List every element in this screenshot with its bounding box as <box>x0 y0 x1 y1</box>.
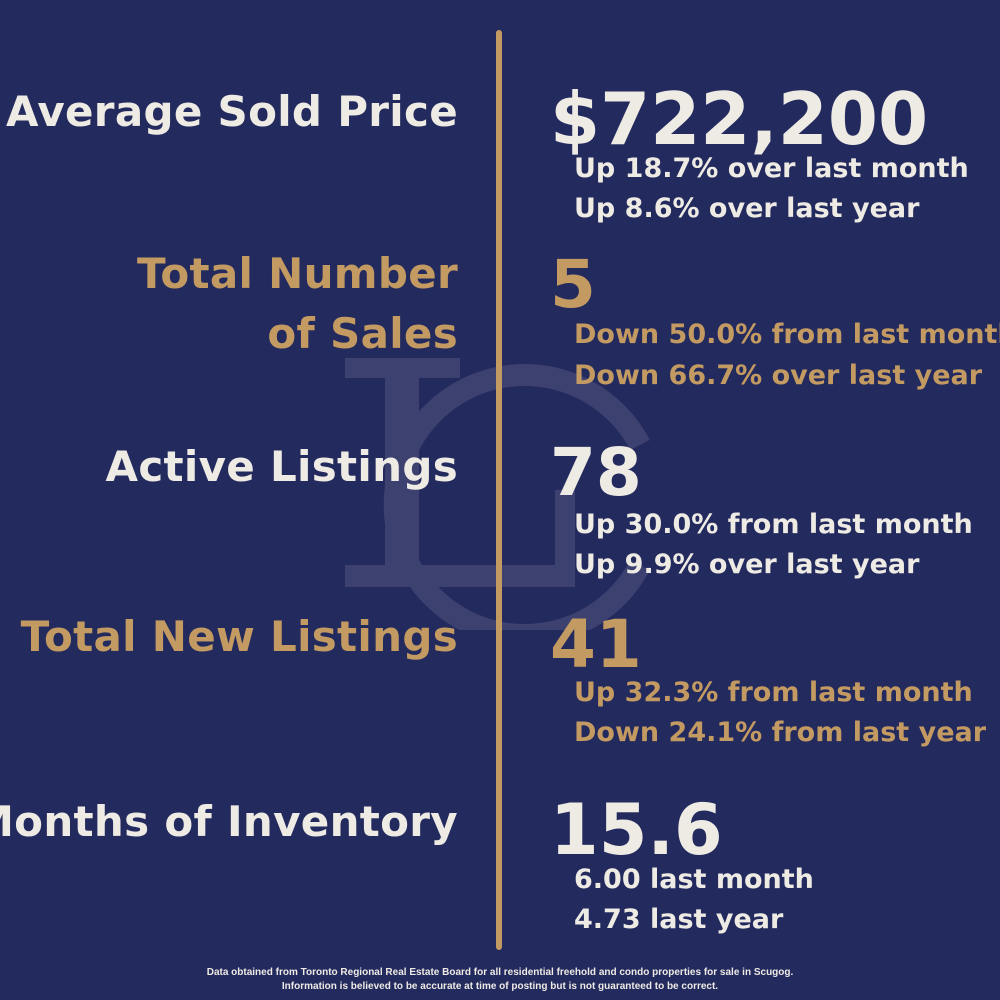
active-listings-label: Active Listings <box>105 442 458 491</box>
average-sold-price-change-month: Up 18.7% over last month <box>574 153 969 184</box>
months-of-inventory-label: Months of Inventory <box>0 797 458 846</box>
months-of-inventory-value: 15.6 <box>550 789 723 871</box>
average-sold-price-change-year: Up 8.6% over last year <box>574 193 920 224</box>
data-source-footnote: Data obtained from Toronto Regional Real… <box>0 966 1000 994</box>
total-new-listings-change-year: Down 24.1% from last year <box>574 717 987 748</box>
center-divider <box>496 30 502 950</box>
total-new-listings-value: 41 <box>550 606 642 683</box>
months-of-inventory-last-month: 6.00 last month <box>574 864 814 895</box>
total-new-listings-change-month: Up 32.3% from last month <box>574 677 973 708</box>
average-sold-price-label: Average Sold Price <box>6 87 458 136</box>
footnote-line-1: Data obtained from Toronto Regional Real… <box>206 967 794 978</box>
total-sales-label: Total Number of Sales <box>136 249 458 358</box>
footnote-line-2: Information is believed to be accurate a… <box>281 981 719 992</box>
average-sold-price-value: $722,200 <box>550 77 929 161</box>
months-of-inventory-last-year: 4.73 last year <box>574 904 784 935</box>
total-sales-change-year: Down 66.7% over last year <box>574 360 983 391</box>
lc-monogram-icon <box>345 358 650 630</box>
total-sales-change-month: Down 50.0% from last month <box>574 319 1000 350</box>
active-listings-change-month: Up 30.0% from last month <box>574 509 973 540</box>
active-listings-value: 78 <box>550 434 642 511</box>
active-listings-change-year: Up 9.9% over last year <box>574 549 920 580</box>
total-new-listings-label: Total New Listings <box>20 612 458 661</box>
total-sales-value: 5 <box>550 246 596 323</box>
